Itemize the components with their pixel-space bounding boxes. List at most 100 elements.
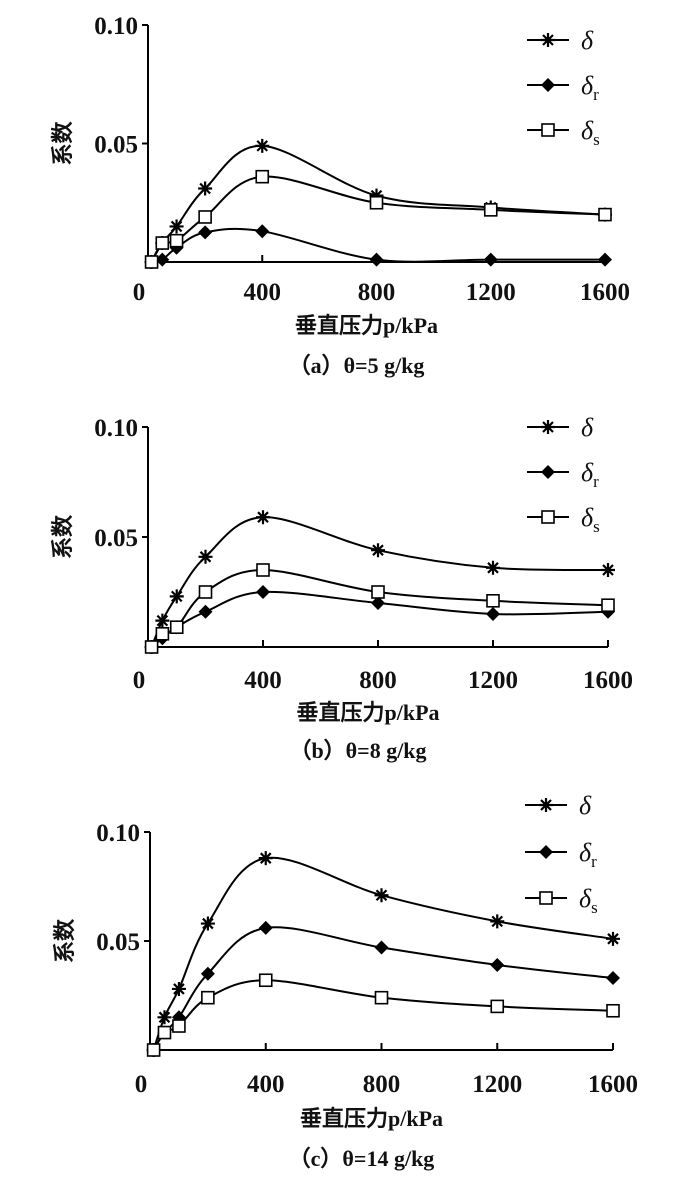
x-tick-label: 1200 bbox=[466, 279, 516, 306]
legend-label: δ bbox=[581, 26, 594, 55]
x-tick-label: 1600 bbox=[580, 279, 630, 306]
legend-subscript: r bbox=[593, 472, 599, 491]
legend-symbol: δ bbox=[581, 458, 594, 487]
data-point-asterisk bbox=[255, 138, 270, 153]
series-total bbox=[146, 851, 620, 1057]
legend-subscript: r bbox=[593, 85, 599, 104]
x-tick-label: 800 bbox=[359, 667, 397, 694]
data-point-asterisk bbox=[256, 510, 270, 525]
legend-marker-asterisk bbox=[541, 420, 555, 434]
legend-symbol: δ bbox=[581, 116, 594, 145]
data-point-asterisk bbox=[171, 981, 186, 996]
legend-marker-square bbox=[541, 510, 555, 524]
y-tick-label: 0.05 bbox=[96, 929, 140, 956]
legend-label: δ bbox=[581, 413, 594, 442]
data-point-diamond bbox=[200, 966, 215, 981]
x-tick-label: 0 bbox=[135, 1071, 148, 1098]
data-point-diamond bbox=[483, 252, 498, 267]
data-point-diamond bbox=[255, 224, 270, 239]
series-line bbox=[152, 979, 614, 1051]
data-point-square bbox=[258, 973, 273, 988]
y-axis-label: 系数 bbox=[52, 918, 77, 963]
data-point-asterisk bbox=[371, 543, 385, 558]
legend-symbol: δ bbox=[581, 413, 594, 442]
legend-label: δ bbox=[579, 791, 592, 820]
data-point-square bbox=[486, 593, 500, 608]
x-axis-label: 垂直压力p/kPa bbox=[295, 313, 438, 338]
data-point-asterisk bbox=[200, 916, 215, 931]
data-point-diamond bbox=[256, 585, 270, 599]
x-tick-label: 1600 bbox=[583, 667, 633, 694]
x-tick-label: 1200 bbox=[468, 667, 518, 694]
y-tick-label: 0.05 bbox=[94, 132, 138, 159]
data-point-square bbox=[155, 236, 170, 250]
x-tick-label: 400 bbox=[244, 667, 282, 694]
data-point-asterisk bbox=[169, 589, 184, 604]
legend-label: δr bbox=[581, 458, 599, 491]
data-point-square bbox=[371, 585, 385, 599]
legend-marker-square bbox=[541, 123, 555, 137]
x-tick-label: 1200 bbox=[472, 1071, 522, 1098]
data-point-asterisk bbox=[258, 851, 273, 866]
data-point-diamond bbox=[374, 940, 389, 955]
legend-subscript: s bbox=[591, 898, 598, 917]
x-tick-label: 800 bbox=[363, 1071, 401, 1098]
panel-caption: （a）θ=5 g/kg bbox=[289, 353, 425, 378]
series-line bbox=[150, 568, 609, 648]
data-point-diamond bbox=[258, 920, 273, 935]
legend-subscript: s bbox=[593, 517, 600, 536]
legend-marker-square bbox=[539, 891, 553, 905]
data-point-diamond bbox=[155, 252, 170, 267]
data-point-square bbox=[606, 1003, 620, 1018]
legend-symbol: δ bbox=[581, 26, 594, 55]
series-r bbox=[146, 920, 620, 1057]
data-point-square bbox=[201, 990, 215, 1005]
x-tick-label: 400 bbox=[247, 1071, 285, 1098]
data-point-diamond bbox=[606, 971, 620, 986]
y-axis-label: 系数 bbox=[50, 514, 75, 559]
legend-marker-diamond bbox=[541, 78, 555, 92]
data-point-asterisk bbox=[369, 188, 384, 203]
legend-item: δs bbox=[527, 503, 600, 536]
data-point-square bbox=[169, 620, 184, 635]
legend-label: δs bbox=[581, 116, 600, 149]
legend-marker-diamond bbox=[539, 845, 553, 859]
y-tick-label: 0.10 bbox=[94, 13, 138, 40]
data-point-square bbox=[490, 999, 505, 1014]
data-point-diamond bbox=[490, 957, 505, 972]
data-point-square bbox=[198, 585, 213, 599]
legend-subscript: s bbox=[593, 130, 600, 149]
data-point-diamond bbox=[198, 225, 213, 240]
x-tick-label: 0 bbox=[133, 279, 146, 306]
legend-item: δr bbox=[527, 458, 599, 491]
legend-item: δs bbox=[527, 116, 600, 149]
legend-marker-diamond bbox=[541, 465, 555, 479]
y-axis-label: 系数 bbox=[50, 121, 75, 166]
data-point-square bbox=[157, 1025, 172, 1040]
data-point-square bbox=[256, 563, 270, 577]
legend-item: δ bbox=[527, 413, 594, 442]
panel-caption: （c）θ=14 g/kg bbox=[289, 1146, 435, 1171]
data-point-asterisk bbox=[198, 181, 213, 196]
legend-item: δs bbox=[525, 884, 598, 917]
data-point-square bbox=[598, 207, 612, 222]
series-total bbox=[144, 510, 615, 654]
series-s bbox=[144, 563, 615, 654]
data-point-square bbox=[155, 626, 170, 641]
data-point-diamond bbox=[598, 252, 612, 267]
data-point-square bbox=[172, 1019, 186, 1033]
legend-subscript: r bbox=[591, 852, 597, 871]
legend-symbol: δ bbox=[579, 791, 592, 820]
data-point-asterisk bbox=[601, 563, 615, 577]
x-axis-label: 垂直压力p/kPa bbox=[300, 1106, 443, 1131]
y-tick-label: 0.10 bbox=[96, 820, 140, 847]
data-point-diamond bbox=[171, 1010, 186, 1025]
legend-item: δ bbox=[525, 791, 592, 820]
data-point-square bbox=[374, 990, 389, 1005]
series-s bbox=[144, 169, 612, 269]
legend-label: δr bbox=[581, 71, 599, 104]
legend-item: δr bbox=[527, 71, 599, 104]
